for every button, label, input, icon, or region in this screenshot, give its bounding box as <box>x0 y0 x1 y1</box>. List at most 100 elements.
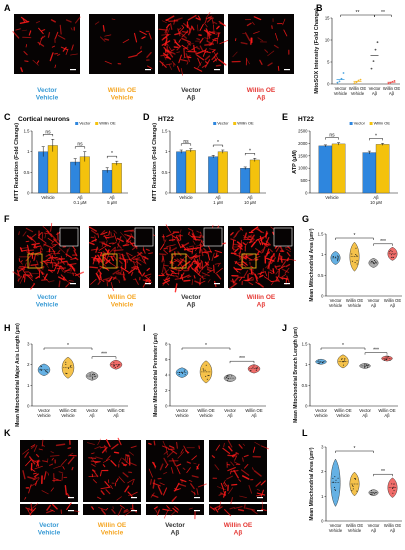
data-point <box>391 483 393 485</box>
mitochondrion <box>115 478 119 483</box>
x-tick-label: Vector <box>368 523 380 528</box>
data-point <box>375 262 377 264</box>
mitochondrion <box>234 253 242 258</box>
mitochondrion <box>181 37 191 43</box>
x-tick-label: 10 μM <box>244 200 256 205</box>
y-axis-label: Mean Mitochondrial Area (μm²) <box>309 228 315 301</box>
mitochondrion <box>200 231 202 235</box>
mitochondrion <box>119 504 125 509</box>
mitochondrion <box>251 239 258 247</box>
mitochondrion <box>248 484 253 494</box>
mitochondrion <box>264 232 269 238</box>
mitochondrion <box>193 275 196 279</box>
mitochondrion <box>203 22 208 28</box>
x-tick-label: Aβ <box>389 91 395 96</box>
mitochondrion <box>199 45 204 52</box>
mitochondrion <box>187 249 193 253</box>
significance-label: ** <box>381 10 385 16</box>
panel-letter-l: L <box>302 428 308 438</box>
mitochondrion <box>130 233 134 238</box>
mitochondrion <box>129 241 134 247</box>
data-point <box>387 356 389 358</box>
mitochondrion <box>260 489 264 497</box>
mitochondrion <box>174 277 183 280</box>
mitochondrion <box>146 51 152 58</box>
mitochondrion <box>238 479 242 482</box>
data-point <box>341 358 343 360</box>
data-point <box>372 60 375 63</box>
mitochondrion <box>98 245 107 251</box>
data-point <box>41 366 43 368</box>
mitochondrion <box>38 237 47 244</box>
mitochondrion <box>61 458 67 466</box>
y-tick-label: 1.5 <box>302 342 308 347</box>
data-point <box>252 366 254 368</box>
data-point <box>355 81 358 84</box>
mitochondrion <box>190 483 195 490</box>
mitochondrion <box>161 34 170 41</box>
data-point <box>179 371 181 373</box>
mitochondrion <box>136 50 143 55</box>
mitochondrion <box>216 25 220 30</box>
mitochondrion <box>189 254 198 259</box>
mitochondrion <box>183 279 191 282</box>
mitochondrion <box>48 463 54 466</box>
legend-label: Vector <box>354 121 366 126</box>
mitochondrion <box>243 256 247 260</box>
mitochondrion <box>163 239 167 246</box>
data-point <box>373 259 375 261</box>
mitochondrion <box>232 239 235 249</box>
mitochondrion <box>275 270 279 275</box>
mitochondrion <box>100 261 107 267</box>
mitochondrion <box>164 40 167 47</box>
mitochondrion <box>97 496 102 500</box>
mitochondrion <box>163 278 168 282</box>
mitochondrion <box>42 275 50 283</box>
panel-d-title: HT22 <box>158 116 174 123</box>
data-point <box>390 249 392 251</box>
data-point <box>351 260 353 262</box>
mitochondrion <box>243 235 253 239</box>
x-tick-label: 10 μM <box>370 200 382 205</box>
mitochondrion <box>214 250 223 254</box>
mitochondrion <box>205 17 207 23</box>
mitochondrion <box>175 235 184 237</box>
x-tick-label: Aβ <box>373 195 379 200</box>
mitochondrion <box>275 32 278 41</box>
mitochondrion <box>46 509 54 514</box>
mitochondrion <box>282 18 286 26</box>
mitochondrion <box>213 264 215 274</box>
mitochondrion <box>148 442 152 445</box>
mitochondrion <box>191 267 198 274</box>
mitochondrion <box>246 22 252 27</box>
mitochondrion <box>37 41 45 47</box>
mitochondrion <box>237 508 245 512</box>
mitochondrion <box>244 463 249 469</box>
mitochondrion <box>180 242 190 249</box>
x-tick-label: Willin OE <box>384 298 401 303</box>
mitochondrion <box>30 444 36 448</box>
data-point <box>184 369 186 371</box>
mitochondrion <box>264 49 269 53</box>
mitochondrion <box>130 260 137 263</box>
mitochondrion <box>201 64 207 68</box>
mitochondrion <box>275 276 280 283</box>
x-tick-label: Vehicle <box>175 413 189 418</box>
mitochondrion <box>253 16 262 21</box>
data-point <box>392 487 394 489</box>
scale-bar <box>145 69 151 71</box>
mitochondrion <box>215 64 222 67</box>
x-tick-label: Vector <box>224 408 236 413</box>
x-tick-label: Vehicle <box>329 303 343 308</box>
mitochondrion <box>101 279 105 283</box>
data-point <box>205 375 207 377</box>
mitochondrion <box>215 444 220 451</box>
mitochondrion <box>195 244 202 247</box>
mitochondrion <box>240 268 244 271</box>
mitochondrion <box>241 263 247 267</box>
mitochondrion <box>57 249 61 254</box>
mitochondrion <box>177 451 185 459</box>
mitochondrion <box>163 457 168 465</box>
